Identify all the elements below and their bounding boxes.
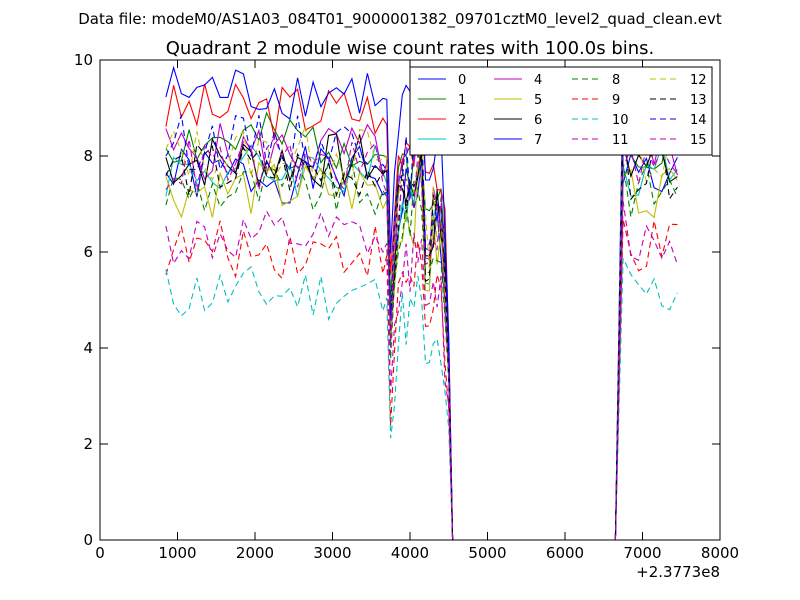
legend-box (409, 66, 713, 156)
legend-label-12: 12 (690, 73, 707, 88)
x-tick-label: 7000 (623, 544, 661, 562)
series-line-12 (165, 110, 678, 541)
series-line-9 (165, 219, 678, 541)
legend-label-14: 14 (690, 113, 707, 128)
y-tick-label: 10 (74, 51, 93, 69)
y-tick-label: 4 (83, 339, 93, 357)
x-tick-label: 3000 (313, 544, 351, 562)
legend-label-4: 4 (534, 73, 542, 88)
legend-label-11: 11 (612, 133, 629, 148)
series-line-1 (165, 111, 678, 541)
x-tick-label: 4000 (391, 544, 429, 562)
series-line-8 (165, 159, 678, 541)
legend-label-15: 15 (690, 133, 707, 148)
y-tick-label: 0 (83, 531, 93, 549)
legend-label-9: 9 (612, 93, 620, 108)
x-tick-label: 8000 (701, 544, 739, 562)
y-tick-label: 2 (83, 435, 93, 453)
legend-label-8: 8 (612, 73, 620, 88)
series-line-10 (165, 257, 678, 541)
legend-label-5: 5 (534, 93, 542, 108)
series-line-0 (165, 145, 678, 541)
x-tick-label: 2000 (236, 544, 274, 562)
legend-label-1: 1 (458, 93, 466, 108)
legend-label-7: 7 (534, 133, 542, 148)
legend-label-3: 3 (458, 133, 466, 148)
x-tick-label: 5000 (468, 544, 506, 562)
legend-label-2: 2 (458, 113, 466, 128)
figure-suptitle: Data file: modeM0/AS1A03_084T01_90000013… (78, 10, 722, 29)
legend-label-13: 13 (690, 93, 707, 108)
x-tick-label: 1000 (158, 544, 196, 562)
x-tick-label: 6000 (546, 544, 584, 562)
legend-label-6: 6 (534, 113, 542, 128)
chart-title: Quadrant 2 module wise count rates with … (166, 38, 655, 59)
series-line-11 (165, 201, 678, 541)
series-line-3 (165, 143, 678, 541)
legend-label-0: 0 (458, 73, 466, 88)
y-tick-label: 6 (83, 243, 93, 261)
legend-label-10: 10 (612, 113, 629, 128)
x-offset-label: +2.3773e8 (636, 563, 720, 581)
x-tick-label: 0 (95, 544, 105, 562)
y-tick-label: 8 (83, 147, 93, 165)
